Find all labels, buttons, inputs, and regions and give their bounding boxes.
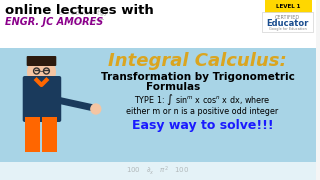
FancyBboxPatch shape bbox=[265, 0, 312, 13]
Text: ENGR. JC AMORES: ENGR. JC AMORES bbox=[5, 17, 103, 27]
FancyBboxPatch shape bbox=[262, 12, 313, 32]
FancyBboxPatch shape bbox=[23, 76, 61, 122]
Text: Integral Calculus:: Integral Calculus: bbox=[108, 52, 287, 70]
Text: Easy way to solve!!!: Easy way to solve!!! bbox=[132, 120, 273, 132]
Text: CERTIFIED: CERTIFIED bbox=[275, 15, 300, 19]
FancyBboxPatch shape bbox=[27, 56, 56, 66]
Circle shape bbox=[91, 104, 101, 114]
Text: Google for Education: Google for Education bbox=[268, 27, 306, 31]
Text: $= r^2\pi \quad h\sqrt{x}$: $= r^2\pi \quad h\sqrt{x}$ bbox=[65, 17, 103, 26]
FancyBboxPatch shape bbox=[0, 0, 316, 50]
Text: TYPE 1: $\int$ sin$^m$ x cos$^n$ x dx, where: TYPE 1: $\int$ sin$^m$ x cos$^n$ x dx, w… bbox=[134, 91, 271, 107]
Text: Educator: Educator bbox=[266, 19, 308, 28]
Text: $e = \cos x + tgy$: $e = \cos x + tgy$ bbox=[58, 6, 110, 17]
Text: online lectures with: online lectures with bbox=[5, 3, 154, 17]
Text: Formulas: Formulas bbox=[146, 82, 200, 92]
FancyBboxPatch shape bbox=[25, 117, 39, 152]
FancyBboxPatch shape bbox=[43, 117, 57, 152]
FancyBboxPatch shape bbox=[0, 162, 316, 180]
Circle shape bbox=[28, 58, 55, 86]
Text: $100 \quad \partial_x \quad \pi^2 \quad 100$: $100 \quad \partial_x \quad \pi^2 \quad … bbox=[126, 165, 190, 177]
Text: $n=10$: $n=10$ bbox=[129, 4, 148, 12]
Text: Transformation by Trigonometric: Transformation by Trigonometric bbox=[100, 72, 294, 82]
Text: LEVEL 1: LEVEL 1 bbox=[276, 4, 300, 9]
Text: either m or n is a positive odd integer: either m or n is a positive odd integer bbox=[126, 107, 279, 116]
FancyBboxPatch shape bbox=[0, 48, 316, 180]
